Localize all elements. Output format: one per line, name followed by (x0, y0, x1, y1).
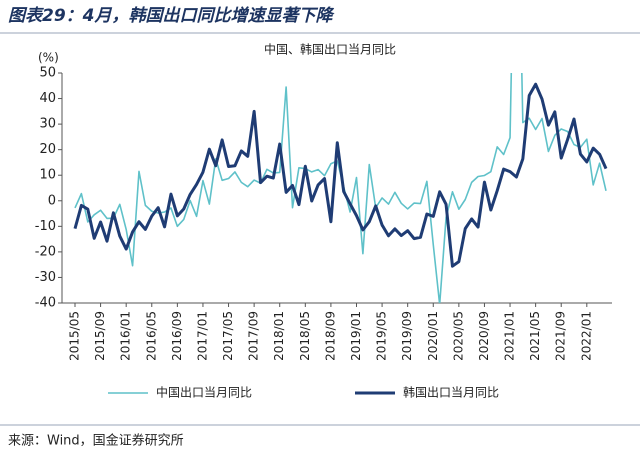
x-tick-label: 2019/01 (349, 311, 363, 361)
x-tick-label: 2020/09 (477, 311, 491, 361)
x-tick-label: 2022/01 (579, 311, 593, 361)
x-tick-label: 2018/05 (298, 311, 312, 361)
x-tick-label: 2015/05 (68, 311, 82, 361)
x-tick-label: 2020/01 (426, 311, 440, 361)
y-tick-label: -10 (35, 219, 56, 234)
x-tick-label: 2017/01 (195, 311, 209, 361)
y-tick-label: -20 (35, 244, 56, 259)
x-tick-label: 2017/09 (247, 311, 261, 361)
legend-label: 中国出口当月同比 (156, 385, 252, 400)
legend-label: 韩国出口当月同比 (403, 385, 499, 400)
chart-title: 图表29：4月，韩国出口同比增速显著下降 (8, 6, 335, 26)
x-tick-label: 2019/05 (375, 311, 389, 361)
x-tick-label: 2015/09 (93, 311, 107, 361)
x-tick-label: 2019/09 (400, 311, 414, 361)
x-tick-label: 2021/05 (528, 311, 542, 361)
x-tick-label: 2018/09 (323, 311, 337, 361)
y-tick-label: -30 (35, 270, 56, 285)
x-tick-label: 2016/01 (119, 311, 133, 361)
source: 来源：Wind，国金证券研究所 (8, 433, 184, 449)
y-tick-label: 20 (39, 142, 56, 157)
chart-subtitle: 中国、韩国出口当月同比 (264, 42, 396, 57)
plot-lines (73, 73, 608, 303)
y-tick-label: -40 (35, 296, 56, 311)
y-axis-label: (%) (38, 51, 59, 65)
y-tick-label: 10 (39, 168, 56, 183)
x-tick-label: 2016/09 (170, 311, 184, 361)
x-tick-label: 2020/05 (451, 311, 465, 361)
y-tick-label: 30 (39, 117, 56, 132)
x-tick-label: 2021/01 (503, 311, 517, 361)
y-tick-label: 0 (48, 193, 56, 208)
y-tick-label: 40 (39, 91, 56, 106)
x-tick-label: 2018/01 (272, 311, 286, 361)
x-tick-label: 2017/05 (221, 311, 235, 361)
x-tick-label: 2016/05 (144, 311, 158, 361)
y-tick-label: 50 (39, 66, 56, 81)
x-tick-label: 2021/09 (554, 311, 568, 361)
series-line (73, 82, 608, 268)
